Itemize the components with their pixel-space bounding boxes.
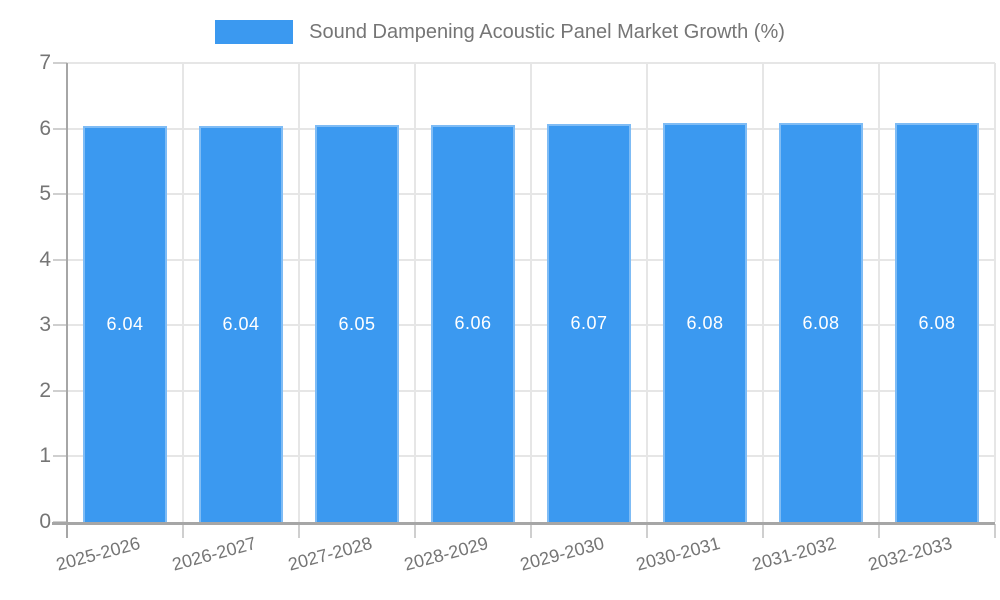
y-axis-label: 0 <box>39 510 51 533</box>
y-axis-label: 2 <box>39 378 51 402</box>
y-tick <box>53 389 67 392</box>
bar[interactable] <box>315 125 399 522</box>
gridline-x <box>182 63 184 522</box>
x-axis-label: 2027-2028 <box>285 533 375 575</box>
gridline-x <box>878 63 880 522</box>
y-axis-line <box>66 63 68 538</box>
y-tick <box>53 324 67 327</box>
x-tick <box>646 524 648 538</box>
x-axis-label: 2032-2033 <box>865 533 955 575</box>
gridline-x <box>646 63 648 522</box>
legend-label: Sound Dampening Acoustic Panel Market Gr… <box>309 20 785 43</box>
y-axis-label: 3 <box>39 313 51 337</box>
x-tick <box>530 524 532 538</box>
bar-value-label: 6.08 <box>802 312 840 333</box>
x-tick <box>298 524 300 538</box>
gridline-x <box>414 63 416 522</box>
x-tick <box>878 524 880 538</box>
gridline-x <box>762 63 764 522</box>
bar[interactable] <box>199 125 283 522</box>
y-tick <box>53 127 67 130</box>
bar[interactable] <box>83 125 167 522</box>
y-axis-label: 4 <box>39 247 51 271</box>
x-axis-label: 2029-2030 <box>517 533 607 575</box>
y-tick <box>53 62 67 64</box>
y-tick <box>53 455 67 458</box>
x-axis-label: 2025-2026 <box>53 533 143 575</box>
x-axis-line <box>52 522 995 525</box>
gridline-x <box>298 63 300 522</box>
y-axis-label: 5 <box>39 182 51 206</box>
bar-value-label: 6.08 <box>918 312 956 333</box>
bar-value-label: 6.08 <box>686 312 724 333</box>
x-tick <box>182 524 184 538</box>
legend-swatch <box>215 20 294 44</box>
bar[interactable] <box>895 123 979 522</box>
x-axis-label: 2030-2031 <box>633 533 723 575</box>
bar-value-label: 6.07 <box>570 312 608 333</box>
x-axis-label: 2028-2029 <box>401 533 491 575</box>
bar[interactable] <box>547 123 631 522</box>
y-axis-label: 6 <box>39 116 51 140</box>
bar-value-label: 6.04 <box>222 313 260 334</box>
gridline-x <box>530 63 532 522</box>
x-axis-label: 2026-2027 <box>169 533 259 575</box>
bar[interactable] <box>431 124 515 522</box>
x-tick <box>414 524 416 538</box>
y-tick <box>53 193 67 196</box>
gridline-x <box>994 63 996 522</box>
y-axis-label: 1 <box>39 444 51 468</box>
bar-value-label: 6.05 <box>338 313 376 334</box>
bar-value-label: 6.06 <box>454 313 492 334</box>
bar[interactable] <box>779 123 863 522</box>
x-tick <box>994 524 996 538</box>
y-tick <box>53 258 67 261</box>
legend[interactable]: Sound Dampening Acoustic Panel Market Gr… <box>0 14 1000 50</box>
y-axis-label: 7 <box>39 51 51 74</box>
bar-value-label: 6.04 <box>106 313 144 334</box>
bar[interactable] <box>663 123 747 522</box>
x-tick <box>762 524 764 538</box>
x-axis-label: 2031-2032 <box>749 533 839 575</box>
